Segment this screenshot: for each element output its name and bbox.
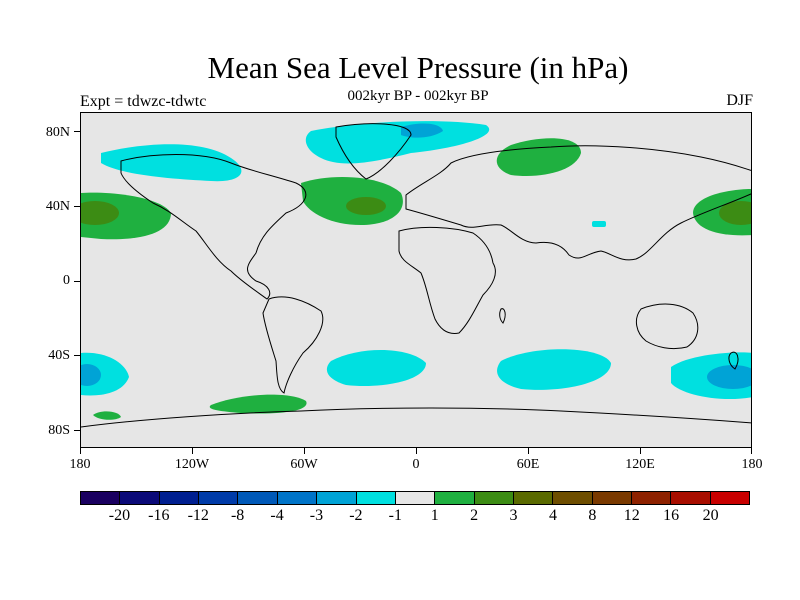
lat-label-40s: 40S xyxy=(48,348,70,363)
season-label: DJF xyxy=(726,92,753,109)
anomaly-positive-pacific-west-core xyxy=(81,201,119,225)
coastline-australia xyxy=(635,303,699,350)
colorbar-label: -16 xyxy=(148,507,170,524)
colorbar-label: 1 xyxy=(430,507,439,524)
colorbar-box-15 xyxy=(671,492,711,504)
anomaly-positive-siberia xyxy=(496,138,581,177)
experiment-label: Expt = tdwzc-tdwtc xyxy=(80,93,207,110)
colorbar-box-14 xyxy=(632,492,672,504)
colorbar-box-7 xyxy=(356,492,396,504)
anomaly-positive-south-pacific-small xyxy=(93,411,121,420)
coastline-north-america xyxy=(120,154,307,300)
colorbar-label: -3 xyxy=(309,507,324,524)
colorbar-box-13 xyxy=(592,492,633,504)
coastline-south-america xyxy=(262,296,324,394)
colorbar-box-12 xyxy=(553,492,593,504)
lon-label-180w: 180 xyxy=(69,457,91,472)
chart-title: Mean Sea Level Pressure (in hPa) xyxy=(207,50,629,85)
coastline-new-zealand xyxy=(728,351,739,370)
colorbar-label: -1 xyxy=(388,507,402,524)
anomaly-negative-greenland-core xyxy=(401,123,443,138)
lat-tick xyxy=(74,206,80,207)
anomaly-negative-indian-ocean xyxy=(497,349,611,390)
anomaly-negative-arctic-canada xyxy=(101,144,242,182)
colorbar-box-5 xyxy=(277,492,318,504)
colorbar-label: 12 xyxy=(623,507,640,524)
lat-tick xyxy=(74,131,80,132)
anomaly-negative-south-pacific-west-core xyxy=(81,364,101,386)
anomaly-positive-antarctic xyxy=(209,394,307,414)
anomaly-negative-greenland xyxy=(305,121,490,164)
anomaly-positive-pacific-east-core xyxy=(719,201,751,225)
coastlines xyxy=(81,123,751,428)
coastline-greenland xyxy=(335,123,412,180)
lon-tick xyxy=(416,448,417,454)
lat-tick xyxy=(74,281,80,282)
lat-label-40n: 40N xyxy=(45,199,70,214)
anomaly-negative-east-asia xyxy=(592,221,606,227)
lat-tick xyxy=(74,355,80,356)
coastline-africa xyxy=(398,226,496,334)
colorbar-box-2 xyxy=(159,492,200,504)
lon-tick xyxy=(640,448,641,454)
colorbar-box-11 xyxy=(513,492,554,504)
coastline-antarctica xyxy=(81,407,751,428)
colorbar-box-6 xyxy=(317,492,357,504)
colorbar-box-10 xyxy=(474,492,514,504)
lat-label-80n: 80N xyxy=(45,125,70,140)
lon-tick xyxy=(192,448,193,454)
colorbar-box-0 xyxy=(81,492,121,504)
map-panel xyxy=(80,112,752,448)
colorbar-box-9 xyxy=(435,492,475,504)
colorbar-label: 20 xyxy=(702,507,719,524)
chart-subtitle: 002kyr BP - 002kyr BP xyxy=(347,88,489,104)
colorbar-box-4 xyxy=(238,492,278,504)
lon-label-0: 0 xyxy=(412,457,420,472)
lat-tick xyxy=(74,430,80,431)
colorbar-label: -12 xyxy=(187,507,209,524)
colorbar-label: 3 xyxy=(509,507,518,524)
colorbar-label: 2 xyxy=(470,507,479,524)
lon-tick xyxy=(751,448,752,454)
colorbar-box-8 xyxy=(395,492,436,504)
colorbar-label: -8 xyxy=(230,507,245,524)
lon-tick xyxy=(80,448,81,454)
anomaly-negative-south-pacific-east-core xyxy=(707,365,751,389)
colorbar-label: 4 xyxy=(548,507,557,524)
lon-label-120e: 120E xyxy=(625,457,655,472)
lon-label-60e: 60E xyxy=(516,457,540,472)
colorbar-box-3 xyxy=(199,492,239,504)
colorbar xyxy=(80,491,750,505)
lon-label-120w: 120W xyxy=(174,457,210,472)
lat-label-80s: 80S xyxy=(48,423,70,438)
colorbar-box-16 xyxy=(710,492,750,504)
anomaly-negative-south-atlantic xyxy=(326,349,426,387)
lat-label-0: 0 xyxy=(63,273,70,288)
colorbar-label: -2 xyxy=(349,507,363,524)
coastline-eurasia xyxy=(405,145,751,261)
map-svg xyxy=(81,121,751,428)
lon-tick xyxy=(304,448,305,454)
colorbar-label: -20 xyxy=(108,507,131,524)
colorbar-label: 8 xyxy=(588,507,597,524)
colorbar-label: -4 xyxy=(270,507,284,524)
colorbar-box-1 xyxy=(120,492,160,504)
anomaly-positive-north-atlantic-core xyxy=(346,197,386,215)
coastline-madagascar xyxy=(499,308,506,324)
lon-label-180e: 180 xyxy=(741,457,763,472)
colorbar-label: 16 xyxy=(663,507,680,524)
lon-label-60w: 60W xyxy=(290,457,318,472)
lon-tick xyxy=(528,448,529,454)
pressure-anomaly-fills xyxy=(81,121,751,420)
